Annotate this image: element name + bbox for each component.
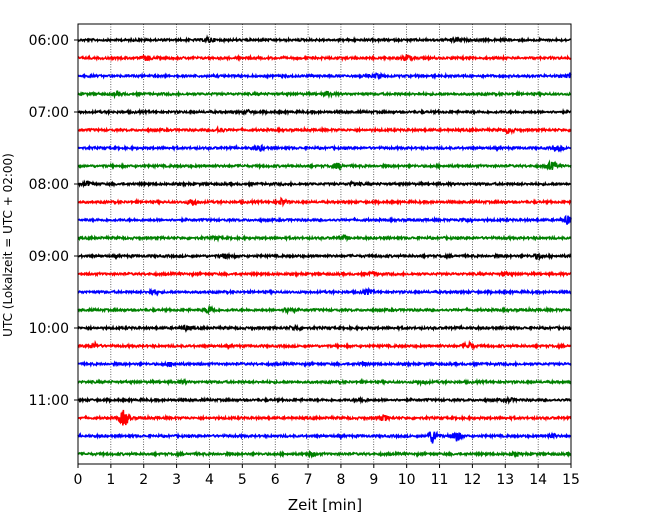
seismogram-trace [77,339,572,351]
x-tick-label: 6 [271,472,280,488]
x-tick-label: 7 [304,472,313,488]
trace-group [77,34,572,459]
plot-frame [77,23,572,465]
y-tick-label: 06:00 [29,33,69,49]
y-tick-label: 10:00 [29,321,69,337]
seismogram-trace [77,377,572,387]
x-tick-label: 1 [106,472,115,488]
seismogram-trace [77,360,572,369]
x-tick-label: 13 [496,472,514,488]
y-axis: 06:00 07:00 08:00 09:00 10:00 11:00 [29,33,78,409]
x-tick-label: 15 [562,472,580,488]
x-tick-label: 8 [336,472,345,488]
seismogram-trace [77,214,572,225]
seismogram-trace [77,233,572,243]
seismogram-trace [77,323,572,333]
x-tick-label: 12 [463,472,481,488]
seismogram-trace [77,430,572,444]
seismogram-trace [77,34,572,45]
x-tick-label: 11 [431,472,449,488]
y-tick-label: 07:00 [29,105,69,121]
x-tick-label: 4 [205,472,214,488]
x-tick-label: 5 [238,472,247,488]
seismogram-trace [77,286,572,297]
seismogram-trace [77,450,572,459]
x-tick-label: 2 [139,472,148,488]
seismogram-trace [77,159,572,172]
x-tick-label: 0 [74,472,83,488]
x-axis-label: Zeit [min] [288,496,362,514]
seismogram-trace [77,53,572,63]
x-tick-label: 14 [529,472,547,488]
seismogram-trace [77,71,572,81]
x-tick-label: 9 [369,472,378,488]
y-axis-label: UTC (Lokalzeit = UTC + 02:00) [1,153,15,337]
seismogram-trace [77,179,572,189]
seismogram-trace [77,395,572,405]
seismogram-trace [77,304,572,316]
seismogram-trace [77,89,572,100]
seismogram-trace [77,107,572,117]
seismogram-trace [77,196,572,208]
seismogram-trace [77,143,572,153]
x-tick-label: 10 [398,472,416,488]
seismogram-trace [77,251,572,262]
y-tick-label: 09:00 [29,249,69,265]
x-axis: 0 1 2 3 4 5 6 7 8 9 10 11 12 13 14 15 [74,464,580,488]
seismogram-trace [77,270,572,279]
y-tick-label: 08:00 [29,177,69,193]
seismogram-trace [77,409,572,426]
x-tick-label: 3 [172,472,181,488]
y-tick-label: 11:00 [29,393,69,409]
seismogram-trace [77,125,572,136]
